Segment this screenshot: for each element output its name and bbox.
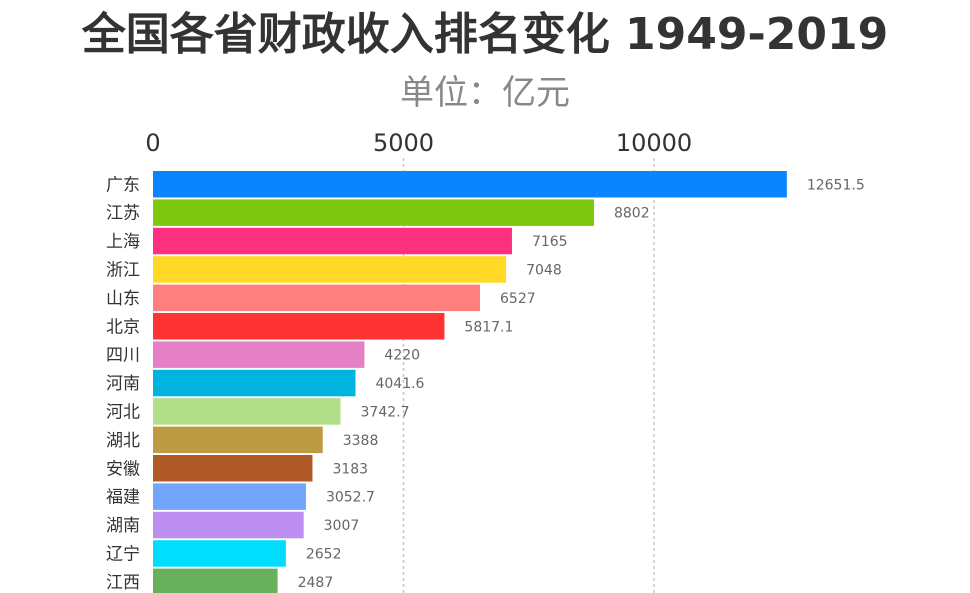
category-label: 河北 xyxy=(106,402,140,422)
bar xyxy=(153,199,594,226)
category-label: 浙江 xyxy=(106,260,140,280)
value-label: 2487 xyxy=(298,575,334,591)
value-label: 3388 xyxy=(343,433,379,449)
value-label: 5817.1 xyxy=(464,319,513,335)
category-label: 山东 xyxy=(106,289,140,309)
category-label: 安徽 xyxy=(106,459,140,479)
category-label: 上海 xyxy=(106,232,140,252)
category-label: 辽宁 xyxy=(106,544,140,564)
category-label: 福建 xyxy=(106,488,140,508)
bar xyxy=(153,227,512,255)
value-label: 2652 xyxy=(306,546,342,562)
bar xyxy=(153,483,306,510)
bar xyxy=(153,284,481,312)
category-label: 北京 xyxy=(106,317,140,337)
bar xyxy=(153,455,313,482)
chart-title: 全国各省财政收入排名变化 1949-2019 xyxy=(81,9,889,60)
category-label: 湖南 xyxy=(106,516,140,536)
category-label: 四川 xyxy=(106,346,140,366)
bar xyxy=(153,341,365,368)
bar xyxy=(153,313,445,340)
bar xyxy=(153,511,304,539)
category-label: 河南 xyxy=(106,374,140,394)
value-label: 3052.7 xyxy=(326,490,375,506)
bar xyxy=(153,171,787,198)
value-label: 4220 xyxy=(384,348,420,364)
value-label: 3007 xyxy=(324,518,360,534)
bar xyxy=(153,256,507,283)
bar xyxy=(153,369,356,397)
value-label: 12651.5 xyxy=(807,177,865,193)
value-label: 7165 xyxy=(532,234,568,250)
category-label: 广东 xyxy=(106,175,140,195)
value-label: 8802 xyxy=(614,206,650,222)
category-label: 江西 xyxy=(106,573,140,593)
bar xyxy=(153,540,286,567)
category-label: 江苏 xyxy=(106,204,140,224)
chart-subtitle: 单位：亿元 xyxy=(400,73,570,113)
value-label: 7048 xyxy=(526,262,562,278)
value-label: 3183 xyxy=(332,461,368,477)
category-label: 湖北 xyxy=(106,431,140,451)
value-label: 4041.6 xyxy=(375,376,424,392)
bar xyxy=(153,426,323,454)
x-tick-label: 0 xyxy=(145,129,160,157)
bar xyxy=(153,398,341,425)
bar xyxy=(153,568,278,593)
x-tick-label: 5000 xyxy=(373,129,434,157)
value-label: 3742.7 xyxy=(361,404,410,420)
x-tick-label: 10000 xyxy=(616,129,692,157)
value-label: 6527 xyxy=(500,291,536,307)
